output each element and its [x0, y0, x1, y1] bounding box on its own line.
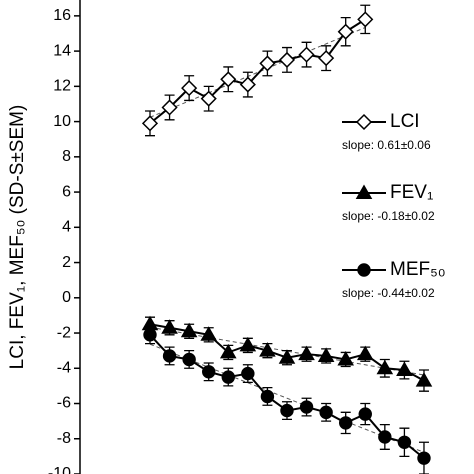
data-point — [141, 115, 159, 132]
trend-line — [149, 326, 425, 376]
data-point — [161, 99, 178, 116]
data-point — [357, 11, 374, 28]
y-tick-label: 6 — [62, 183, 71, 200]
data-point — [337, 23, 354, 40]
legend-marker — [355, 113, 373, 131]
data-point — [143, 328, 157, 342]
slope-label: slope: -0.44±0.02 — [342, 286, 435, 300]
data-point — [319, 405, 333, 420]
data-point — [200, 90, 217, 107]
data-point — [278, 349, 296, 364]
data-point — [298, 46, 315, 63]
data-point — [318, 50, 335, 67]
data-point — [162, 349, 177, 363]
y-tick-label: 2 — [62, 254, 71, 271]
legend-label: MEF₅₀ — [390, 259, 446, 280]
data-point — [161, 319, 178, 334]
legend-marker — [355, 184, 373, 199]
data-point — [376, 359, 394, 375]
data-point — [356, 345, 374, 361]
legend-label: LCI — [390, 111, 420, 132]
y-tick-label: 0 — [62, 289, 71, 306]
data-point — [239, 336, 257, 352]
data-point — [259, 55, 276, 72]
data-point — [181, 80, 198, 97]
data-point — [396, 361, 413, 377]
data-point — [241, 366, 255, 381]
y-tick-label: 14 — [53, 42, 71, 59]
series-line — [149, 18, 366, 125]
data-point — [337, 350, 354, 366]
y-tick-label: -10 — [48, 465, 71, 474]
data-point — [317, 347, 335, 362]
data-point — [278, 51, 296, 68]
data-point — [397, 435, 412, 449]
data-point — [339, 416, 353, 430]
data-point — [220, 71, 237, 88]
y-tick-label: 8 — [62, 148, 71, 165]
data-point — [221, 370, 235, 384]
data-point — [259, 342, 276, 357]
y-tick-label: 16 — [53, 7, 71, 24]
trend-line — [149, 343, 425, 453]
data-point — [200, 326, 218, 341]
legend-label: FEV₁ — [390, 182, 433, 203]
data-point — [358, 407, 372, 421]
data-point — [202, 365, 216, 379]
slope-label: slope: -0.18±0.02 — [342, 209, 435, 223]
y-axis-label: LCI, FEV₁, MEF₅₀ (SD-S±SEM) — [7, 105, 28, 370]
trend-line — [149, 27, 366, 118]
data-point — [417, 451, 431, 465]
y-tick-label: 12 — [53, 78, 71, 95]
data-point — [280, 403, 294, 418]
legend-marker — [357, 263, 371, 277]
y-tick-label: -6 — [57, 395, 71, 412]
y-tick-label: -8 — [57, 430, 71, 447]
data-point — [299, 400, 314, 414]
slope-label: slope: 0.61±0.06 — [342, 138, 431, 152]
data-point — [239, 76, 256, 93]
data-point — [260, 389, 275, 404]
data-point — [415, 372, 433, 387]
data-point — [298, 345, 315, 361]
y-tick-label: -4 — [57, 359, 71, 376]
data-point — [182, 352, 196, 367]
y-tick-label: 4 — [62, 219, 71, 236]
data-point — [219, 343, 237, 359]
data-point — [378, 430, 392, 444]
y-tick-label: -2 — [57, 324, 71, 341]
y-tick-label: 10 — [53, 113, 71, 130]
data-point — [180, 322, 198, 338]
